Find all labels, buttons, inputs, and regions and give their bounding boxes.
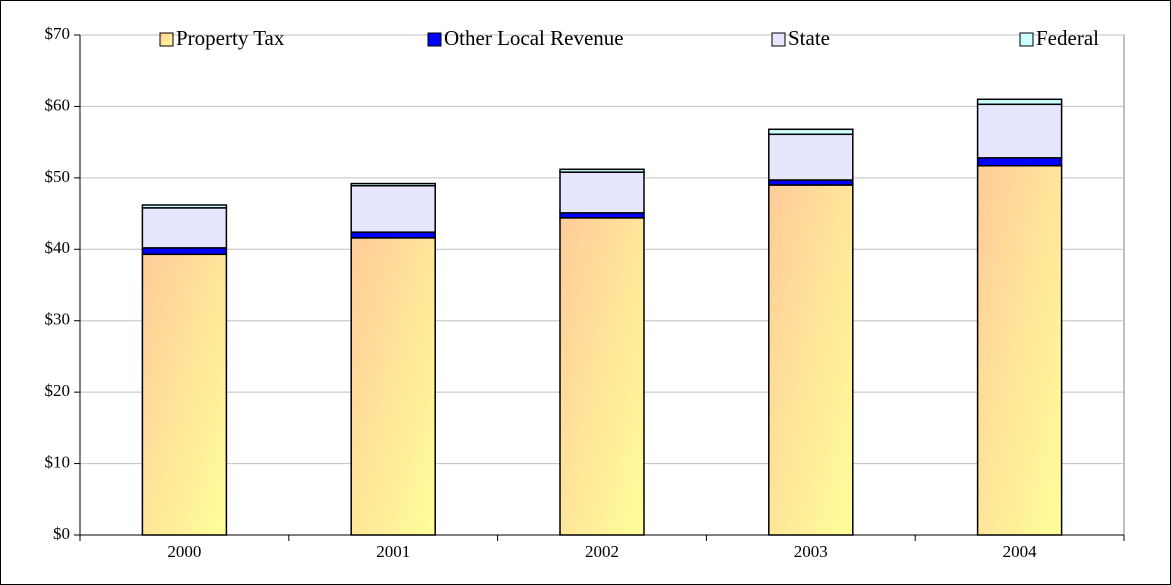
legend-label: Other Local Revenue [444,26,624,50]
y-tick-label: $0 [53,524,70,543]
bar-segment [976,103,1063,159]
bar-segment [768,184,854,536]
bar-segment [768,133,854,181]
x-tick-label: 2002 [585,542,619,561]
legend-swatch [427,32,442,47]
legend-label: Federal [1036,26,1099,50]
x-tick-label: 2000 [167,542,201,561]
legend-swatch [771,32,786,47]
bar-segment [141,207,228,249]
y-tick-label: $50 [45,167,71,186]
bar-segment [559,168,645,173]
y-tick-label: $20 [45,381,71,400]
bar-segment [141,253,228,536]
bar-segment [141,247,228,256]
legend-label: State [788,26,830,50]
bar-segment [976,157,1063,167]
legend-swatch [1019,32,1034,47]
y-tick-label: $60 [45,95,71,114]
x-tick-label: 2004 [1003,542,1038,561]
y-tick-label: $70 [45,24,71,43]
bar-segment [350,231,436,239]
y-tick-label: $10 [45,452,71,471]
y-tick-label: $40 [45,238,71,257]
x-tick-label: 2003 [794,542,828,561]
bar-segment [768,128,854,136]
bar-segment [350,182,436,187]
bar-segment [350,184,436,233]
bar-segment [976,164,1063,536]
bar-segment [559,212,645,219]
bar-segment [141,204,228,209]
y-tick-label: $30 [45,310,71,329]
x-tick-label: 2001 [376,542,410,561]
bar-segment [976,98,1063,106]
legend-swatch [159,32,174,47]
bar-segment [559,171,645,214]
bar-segment [350,237,436,536]
bar-segment [559,217,645,536]
legend-label: Property Tax [176,26,285,50]
